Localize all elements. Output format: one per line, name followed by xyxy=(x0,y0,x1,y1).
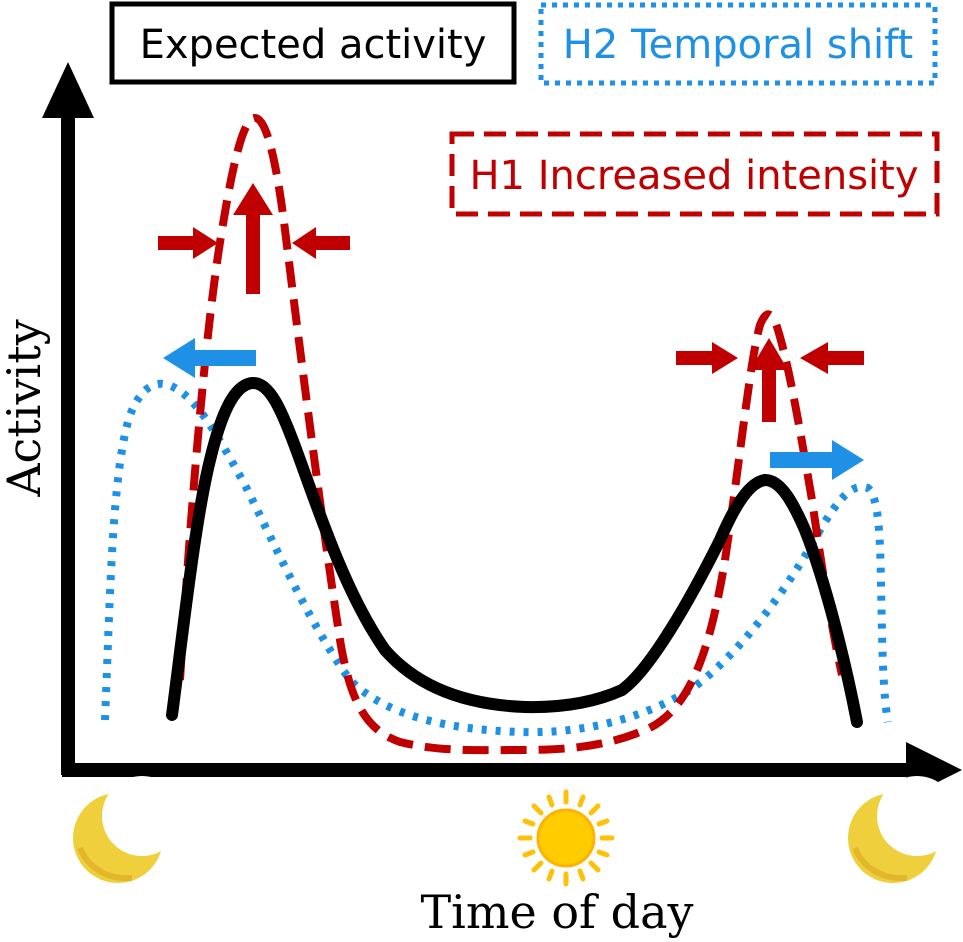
h1-arrows-morning xyxy=(158,183,350,294)
y-axis-label: Activity xyxy=(0,319,51,497)
legend-h1-label: H1 Increased intensity xyxy=(469,153,918,199)
sun-icon xyxy=(517,789,615,887)
moon-icon xyxy=(848,776,957,883)
h2-arrow-right xyxy=(770,440,864,480)
h2-temporal-shift-curve xyxy=(101,379,892,737)
h1-increased-intensity-curve xyxy=(176,113,846,755)
legend-h2-label: H2 Temporal shift xyxy=(563,22,913,68)
moon-icon xyxy=(73,776,182,883)
x-axis-label: Time of day xyxy=(420,885,693,939)
y-axis xyxy=(42,62,94,775)
h1-arrows-evening xyxy=(676,338,864,422)
legend-h2: H2 Temporal shift xyxy=(538,2,938,86)
expected-activity-curve xyxy=(166,377,863,728)
legend-h1: H1 Increased intensity xyxy=(449,131,940,217)
legend-expected: Expected activity xyxy=(109,1,517,85)
legend-expected-label: Expected activity xyxy=(140,22,487,68)
h2-arrow-left xyxy=(163,338,256,378)
